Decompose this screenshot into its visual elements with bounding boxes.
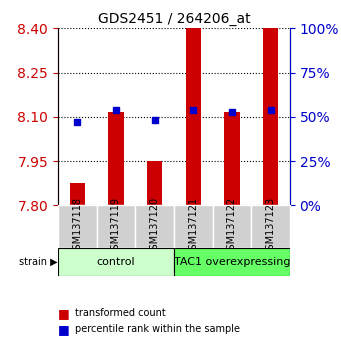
Text: transformed count: transformed count bbox=[75, 308, 166, 318]
Text: GSM137120: GSM137120 bbox=[150, 197, 160, 256]
FancyBboxPatch shape bbox=[174, 205, 212, 248]
Text: GSM137118: GSM137118 bbox=[72, 197, 82, 256]
FancyBboxPatch shape bbox=[58, 248, 174, 276]
Text: control: control bbox=[97, 257, 135, 267]
Text: TAC1 overexpressing: TAC1 overexpressing bbox=[174, 257, 290, 267]
Bar bbox=[224, 113, 240, 205]
FancyBboxPatch shape bbox=[58, 205, 97, 248]
Bar bbox=[147, 161, 162, 205]
Text: strain ▶: strain ▶ bbox=[19, 257, 58, 267]
Text: GSM137123: GSM137123 bbox=[266, 197, 276, 256]
Bar bbox=[263, 28, 278, 205]
Bar bbox=[186, 28, 201, 205]
FancyBboxPatch shape bbox=[212, 205, 251, 248]
Text: percentile rank within the sample: percentile rank within the sample bbox=[75, 324, 240, 334]
Bar bbox=[108, 113, 124, 205]
Text: GSM137121: GSM137121 bbox=[188, 197, 198, 256]
FancyBboxPatch shape bbox=[251, 205, 290, 248]
FancyBboxPatch shape bbox=[174, 248, 290, 276]
FancyBboxPatch shape bbox=[97, 205, 135, 248]
Text: ■: ■ bbox=[58, 323, 70, 336]
Text: GSM137119: GSM137119 bbox=[111, 197, 121, 256]
Bar bbox=[70, 183, 85, 205]
Text: GSM137122: GSM137122 bbox=[227, 197, 237, 256]
FancyBboxPatch shape bbox=[135, 205, 174, 248]
Title: GDS2451 / 264206_at: GDS2451 / 264206_at bbox=[98, 12, 250, 26]
Text: ■: ■ bbox=[58, 307, 70, 320]
